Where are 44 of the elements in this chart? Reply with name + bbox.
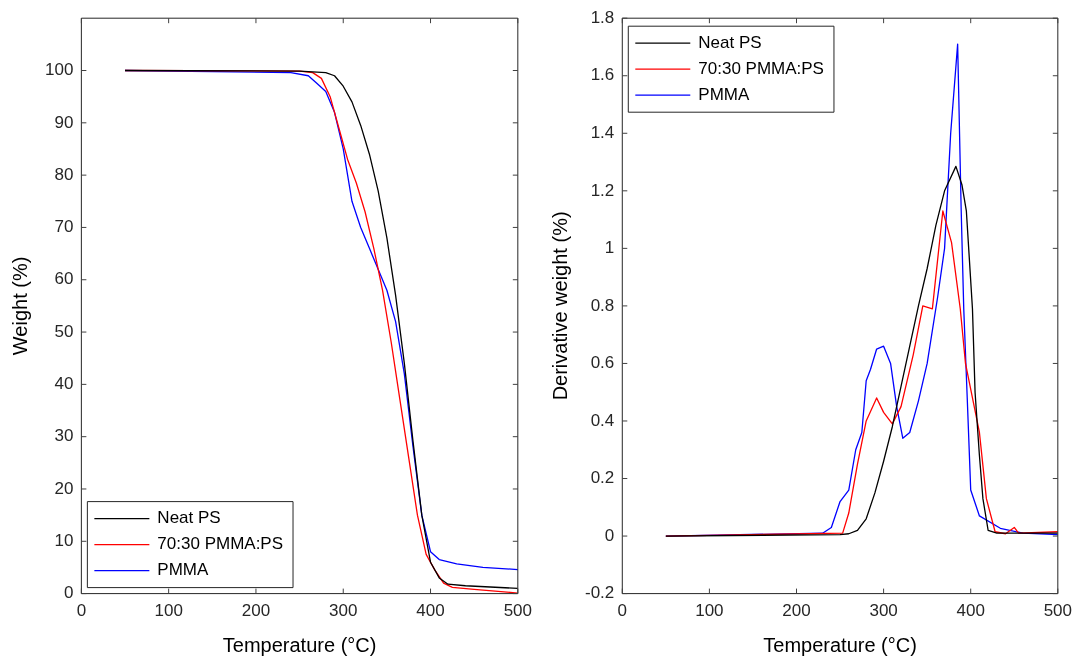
y-tick-label: 80 (54, 164, 74, 184)
y-axis-title: Weight (%) (8, 256, 31, 356)
x-tick-label: 300 (869, 601, 898, 621)
x-tick-label: 200 (782, 601, 811, 621)
y-tick-label: 40 (54, 374, 74, 394)
y-tick-label: 0.2 (590, 468, 615, 488)
y-tick-label: 0.4 (590, 410, 615, 430)
y-tick-label: 20 (54, 478, 74, 498)
y-tick-label: 1.2 (590, 180, 615, 200)
y-tick-label: 1.6 (590, 65, 615, 85)
x-tick-label: 200 (241, 601, 271, 621)
y-tick-label: 50 (54, 321, 74, 341)
legend-label: 70:30 PMMA:PS (698, 58, 824, 78)
y-tick-label: 60 (54, 269, 74, 289)
y-tick-label: 0 (63, 583, 74, 603)
legend-label: Neat PS (698, 32, 762, 52)
y-tick-label: 0 (604, 525, 615, 545)
x-tick-label: 300 (329, 601, 358, 621)
legend-label: 70:30 PMMA:PS (157, 534, 284, 554)
legend-label: PMMA (698, 84, 750, 104)
x-tick-label: 500 (1043, 601, 1073, 621)
y-tick-label: 1.4 (590, 122, 615, 142)
y-tick-label: 70 (54, 217, 74, 237)
x-axis-title: Temperature (°C) (222, 633, 377, 656)
x-tick-label: 100 (154, 601, 183, 621)
x-tick-label: 500 (503, 601, 533, 621)
y-tick-label: 1.8 (590, 7, 615, 27)
y-tick-label: -0.2 (585, 583, 615, 603)
x-tick-label: 100 (695, 601, 724, 621)
y-tick-label: 0.6 (590, 353, 615, 373)
x-tick-label: 400 (416, 601, 445, 621)
x-tick-label: 400 (956, 601, 985, 621)
y-tick-label: 30 (54, 426, 74, 446)
legend-label: PMMA (157, 560, 210, 580)
x-tick-label: 0 (617, 601, 628, 621)
x-axis-title: Temperature (°C) (763, 633, 917, 656)
x-tick-label: 0 (76, 601, 87, 621)
y-axis-title: Derivative weight (%) (548, 211, 571, 401)
y-tick-label: 100 (44, 60, 74, 80)
legend-label: Neat PS (157, 508, 221, 528)
y-tick-label: 1 (604, 238, 615, 258)
y-tick-label: 10 (54, 530, 74, 550)
y-tick-label: 90 (54, 112, 74, 132)
y-tick-label: 0.8 (590, 295, 615, 315)
